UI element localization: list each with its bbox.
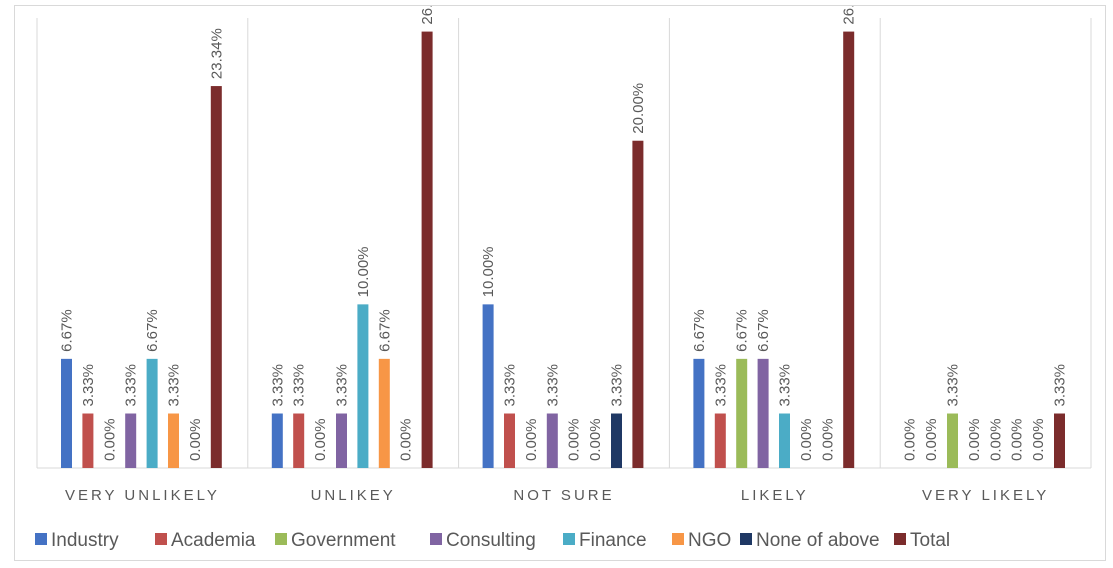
data-label: 0.00% — [966, 418, 983, 461]
data-label: 0.00% — [1009, 418, 1026, 461]
legend-swatch — [35, 533, 47, 545]
bar-industry — [61, 358, 72, 468]
bar-total — [1054, 413, 1065, 468]
bar-industry — [693, 358, 705, 468]
data-label: 3.33% — [609, 364, 626, 407]
data-label: 0.00% — [523, 418, 540, 461]
data-label: 3.33% — [123, 364, 140, 407]
bar-ngo — [378, 358, 390, 468]
bar-consulting — [125, 413, 137, 468]
data-label: 0.00% — [398, 418, 415, 461]
bar-finance — [779, 413, 790, 468]
data-label: 3.33% — [80, 364, 97, 407]
legend-label: Government — [291, 530, 396, 551]
bar-total — [843, 31, 855, 468]
bar-none-of-above — [611, 413, 622, 468]
bar-industry — [271, 413, 283, 468]
data-label: 0.00% — [566, 418, 583, 461]
legend-label: Total — [910, 530, 950, 551]
data-label: 3.33% — [502, 364, 519, 407]
data-label: 0.00% — [987, 418, 1004, 461]
data-label: 0.00% — [923, 418, 940, 461]
legend-label: None of above — [756, 530, 880, 551]
data-label: 0.00% — [1030, 418, 1047, 461]
category-label: UNLIKEY — [311, 487, 396, 504]
legend-swatch — [155, 533, 167, 545]
data-label: 3.33% — [544, 364, 561, 407]
bar-academia — [714, 413, 726, 468]
data-label: 10.00% — [480, 246, 497, 297]
bar-industry — [482, 304, 494, 468]
data-label: 6.67% — [144, 309, 161, 352]
data-label: 6.67% — [734, 309, 751, 352]
data-label: 23.34% — [208, 28, 225, 79]
data-label: 0.00% — [312, 418, 329, 461]
legend-label: Consulting — [446, 530, 536, 551]
bar-government — [947, 413, 958, 468]
data-label: 26.67% — [419, 6, 436, 25]
data-label: 3.33% — [291, 364, 308, 407]
data-label: 3.33% — [777, 364, 794, 407]
legend-swatch — [430, 533, 442, 545]
data-label: 0.00% — [819, 418, 836, 461]
bar-government — [736, 358, 748, 468]
bar-finance — [146, 358, 158, 468]
bar-academia — [504, 413, 515, 468]
bar-academia — [82, 413, 94, 468]
legend-label: NGO — [688, 530, 731, 551]
bar-academia — [293, 413, 305, 468]
legend-label: Finance — [579, 530, 647, 551]
data-label: 0.00% — [187, 418, 204, 461]
data-label: 3.33% — [166, 364, 183, 407]
data-label: 0.00% — [101, 418, 118, 461]
category-label: LIKELY — [741, 487, 809, 504]
chart-frame: 6.67% 3.33% 0.00% 3.33% 6.67% 3.33% 0.00% 23.34… — [14, 5, 1106, 561]
data-label: 0.00% — [587, 418, 604, 461]
legend-label: Academia — [171, 530, 256, 551]
data-label: 3.33% — [269, 364, 286, 407]
data-label: 0.00% — [902, 418, 919, 461]
category-label: VERY UNLIKELY — [65, 487, 220, 504]
legend-swatch — [894, 533, 906, 545]
bar-chart: 6.67%3.33%0.00%3.33%6.67%3.33%0.00%23.34… — [35, 6, 1092, 551]
category-label: VERY LIKELY — [922, 487, 1049, 504]
data-label: 6.67% — [376, 309, 393, 352]
bar-consulting — [336, 413, 347, 468]
legend-swatch — [740, 533, 752, 545]
data-label: 3.33% — [945, 364, 962, 407]
bar-consulting — [546, 413, 558, 468]
bar-total — [632, 140, 644, 468]
category-label: NOT SURE — [513, 487, 614, 504]
bar-finance — [357, 304, 369, 468]
bar-consulting — [757, 358, 769, 468]
legend-swatch — [275, 533, 287, 545]
legend-swatch — [563, 533, 575, 545]
bar-total — [210, 86, 222, 468]
data-label: 6.67% — [755, 309, 772, 352]
data-label: 6.67% — [691, 309, 708, 352]
data-label: 6.67% — [59, 309, 76, 352]
bar-total — [421, 31, 433, 468]
data-label: 3.33% — [712, 364, 729, 407]
data-label: 3.33% — [334, 364, 351, 407]
data-label: 20.00% — [630, 83, 647, 134]
legend-label: Industry — [51, 530, 119, 551]
bar-ngo — [168, 413, 179, 468]
data-label: 10.00% — [355, 246, 372, 297]
data-label: 26.67% — [841, 6, 858, 25]
data-label: 0.00% — [798, 418, 815, 461]
data-label: 3.33% — [1052, 364, 1069, 407]
legend-swatch — [672, 533, 684, 545]
